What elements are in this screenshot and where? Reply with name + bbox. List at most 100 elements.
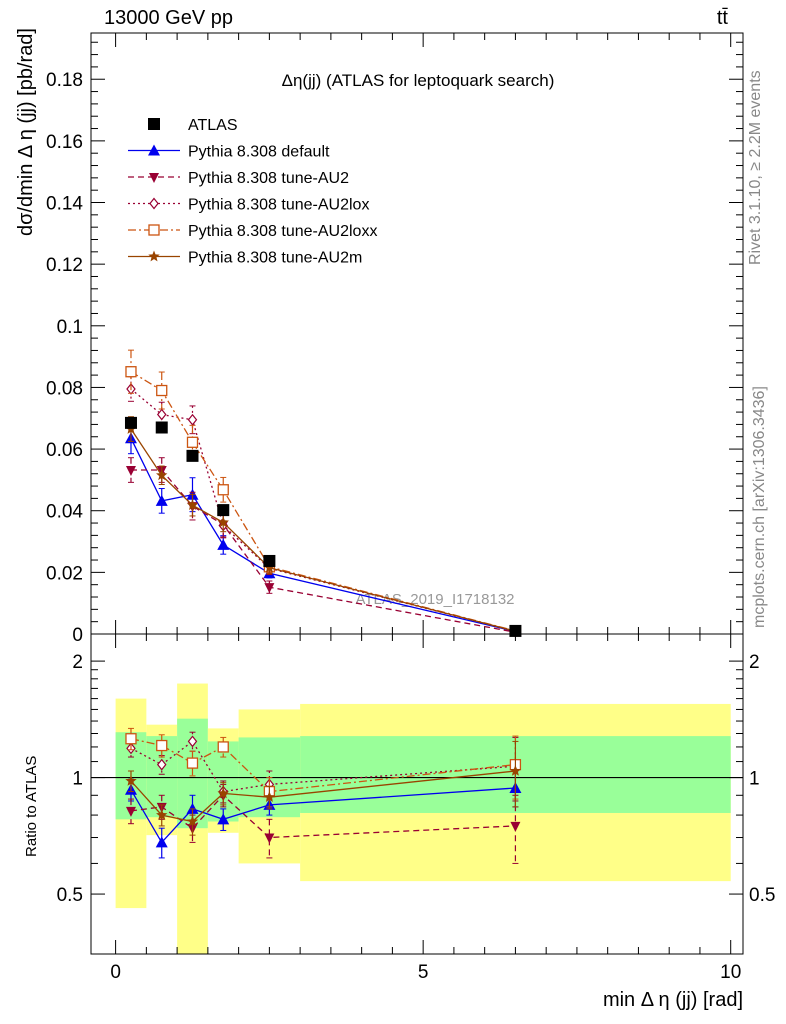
watermark: ATLAS_2019_I1718132 <box>355 591 514 608</box>
data-point-marker <box>186 499 199 510</box>
ratio-series-group <box>124 727 522 864</box>
data-point-marker <box>187 413 198 426</box>
data-point-marker <box>186 757 199 769</box>
data-point-marker <box>217 538 230 550</box>
y-tick-label: 0.08 <box>46 378 83 399</box>
data-point-marker <box>187 735 198 748</box>
y-tick-label: 0.1 <box>57 317 83 338</box>
data-point-marker <box>217 813 230 825</box>
data-point-marker <box>217 787 229 799</box>
ratio-y-axis-label: Ratio to ATLAS <box>23 756 40 857</box>
y-tick-label: 0.02 <box>46 563 83 584</box>
data-point-marker <box>264 833 275 844</box>
y-tick-label: 0.12 <box>46 255 83 276</box>
data-point-marker <box>148 250 160 262</box>
x-tick-label: 5 <box>418 962 429 983</box>
legend-label: Pythia 8.308 default <box>188 144 330 161</box>
data-point-marker <box>186 449 199 462</box>
legend-label: Pythia 8.308 tune-AU2m <box>188 250 362 267</box>
x-tick-label: 0 <box>110 962 121 983</box>
data-point-marker <box>156 384 168 397</box>
ratio-y-tick-label: 2 <box>72 652 83 673</box>
legend-entry: Pythia 8.308 default <box>128 144 330 161</box>
data-point-marker <box>148 224 160 236</box>
y-tick-label: 0.04 <box>46 502 83 523</box>
legend-entry: Pythia 8.308 tune-AU2loxx <box>128 223 377 240</box>
data-point-marker <box>156 469 168 481</box>
data-point-marker <box>217 741 229 753</box>
data-point-marker <box>125 466 136 477</box>
legend-label: ATLAS <box>188 117 238 134</box>
x-tick-label: 10 <box>720 962 741 983</box>
series-line <box>130 371 516 632</box>
data-point-marker <box>156 758 167 771</box>
data-point-marker <box>263 791 276 802</box>
data-point-marker <box>186 815 199 827</box>
data-point-marker <box>149 197 159 210</box>
series-line <box>130 428 516 632</box>
legend-label: Pythia 8.308 tune-AU2loxx <box>188 223 377 240</box>
ratio-axes: 0 5 10 0.5 0.5 1 1 2 2 <box>57 634 775 983</box>
legend-entry: Pythia 8.308 tune-AU2lox <box>128 197 369 214</box>
chart-title: Δη(jj) (ATLAS for leptoquark search) <box>282 71 555 90</box>
data-point-marker <box>186 436 199 448</box>
data-point-marker <box>155 421 168 434</box>
data-point-marker <box>156 739 168 752</box>
ratio-y-tick-label: 0.5 <box>57 885 83 906</box>
series-pythia-8-308-tune-au2 <box>125 457 521 639</box>
ratio-y-tick-label-right: 2 <box>749 652 760 673</box>
legend-entry: ATLAS <box>148 117 238 134</box>
data-point-marker <box>125 806 136 817</box>
data-point-marker <box>510 821 521 832</box>
main-axes: 0 0.02 0.04 0.06 0.08 0.1 0.12 0.14 0.16 0.18 <box>46 33 743 646</box>
data-point-marker <box>148 118 160 130</box>
y-tick-label: 0.18 <box>46 70 83 91</box>
series-line <box>130 740 516 793</box>
series-line <box>131 469 516 633</box>
process-label: tt̄ <box>717 7 729 29</box>
data-point-marker <box>125 733 137 745</box>
legend: ATLAS Pythia 8.308 default Pythia 8.308 tu… <box>128 117 377 267</box>
data-point-marker <box>125 775 137 786</box>
y-tick-label: 0 <box>72 625 83 646</box>
data-point-marker <box>125 366 137 378</box>
data-point-marker <box>156 408 167 421</box>
data-point-marker <box>124 416 137 429</box>
data-point-marker <box>509 765 522 776</box>
data-point-marker <box>155 836 168 848</box>
y-axis-label: dσ/dmin Δ η (jj) [pb/rad] <box>15 28 37 236</box>
data-point-marker <box>148 144 160 156</box>
ratio-y-tick-label-right: 0.5 <box>749 885 775 906</box>
ratio-uncertainty-bands <box>91 683 743 954</box>
y-tick-label: 0.14 <box>46 194 83 215</box>
series-line <box>130 738 516 793</box>
data-point-marker <box>217 516 229 528</box>
data-point-marker <box>156 809 168 820</box>
ratio-y-tick-label-right: 1 <box>749 769 760 790</box>
legend-label: Pythia 8.308 tune-AU2lox <box>188 197 369 214</box>
main-series-group <box>124 349 522 639</box>
series-line <box>130 438 516 633</box>
energy-label: 13000 GeV pp <box>104 7 233 29</box>
data-point-marker <box>155 494 168 506</box>
data-point-marker <box>264 583 275 594</box>
ratio-panel-frame <box>90 633 744 955</box>
y-tick-label: 0.06 <box>46 440 83 461</box>
series-line <box>130 787 516 844</box>
legend-entry: Pythia 8.308 tune-AU2m <box>128 250 362 267</box>
ratio-y-tick-label: 1 <box>72 769 83 790</box>
legend-entry: Pythia 8.308 tune-AU2 <box>128 170 349 187</box>
rivet-version-label: Rivet 3.1.10, ≥ 2.2M events <box>747 70 764 265</box>
series-line <box>130 794 516 839</box>
x-axis-label: min Δ η (jj) [rad] <box>603 989 743 1011</box>
series-line <box>130 770 516 823</box>
data-point-marker <box>149 173 159 183</box>
data-point-marker <box>217 484 229 496</box>
series-pythia-8-308-tune-au2m <box>125 740 522 836</box>
y-tick-label: 0.16 <box>46 132 83 153</box>
mcplots-label: mcplots.cern.ch [arXiv:1306.3436] <box>751 386 768 628</box>
legend-label: Pythia 8.308 tune-AU2 <box>188 170 349 187</box>
data-point-marker <box>217 504 230 517</box>
data-point-marker <box>263 561 276 573</box>
